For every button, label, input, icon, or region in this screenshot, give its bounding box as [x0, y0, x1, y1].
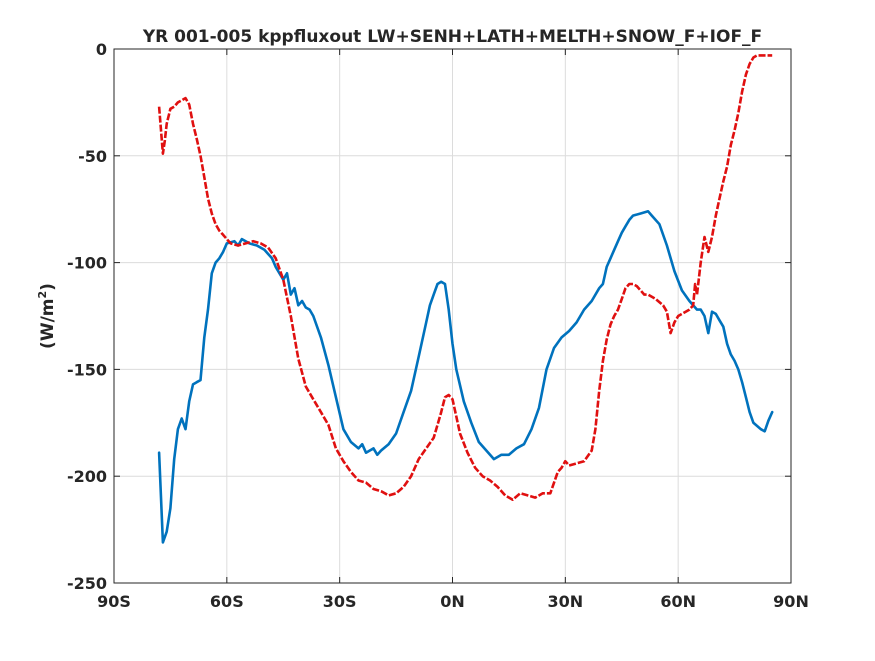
y-axis-label: (W/m2): [36, 283, 58, 349]
chart-title: YR 001-005 kppfluxout LW+SENH+LATH+MELTH…: [142, 27, 762, 47]
series-layer: [157, 54, 774, 544]
x-tick-label: 30N: [548, 592, 584, 611]
x-tick-label: 30S: [323, 592, 357, 611]
x-tick-label: 90S: [97, 592, 131, 611]
y-tick-label: -200: [67, 467, 107, 486]
x-tick-label: 60S: [210, 592, 244, 611]
y-tick-label: -250: [67, 574, 107, 593]
y-tick-label: -50: [78, 147, 107, 166]
grid-layer: [114, 49, 791, 583]
x-tick-label: 0N: [440, 592, 465, 611]
y-tick-label: -100: [67, 254, 107, 273]
y-tick-label: -150: [67, 360, 107, 379]
x-tick-label: 60N: [660, 592, 696, 611]
series-line-1: [157, 210, 774, 544]
y-tick-label: 0: [96, 40, 107, 59]
y-axis-label-main: (W/m: [38, 298, 58, 348]
x-tick-label: 90N: [773, 592, 809, 611]
y-axis-label-superscript: 2: [36, 291, 49, 299]
tick-layer: 90S 60S 30S 0N 30N 60N 90N 0 -50 -100 -150 -200 -250: [67, 40, 809, 611]
y-axis-label-close: ): [38, 283, 58, 291]
